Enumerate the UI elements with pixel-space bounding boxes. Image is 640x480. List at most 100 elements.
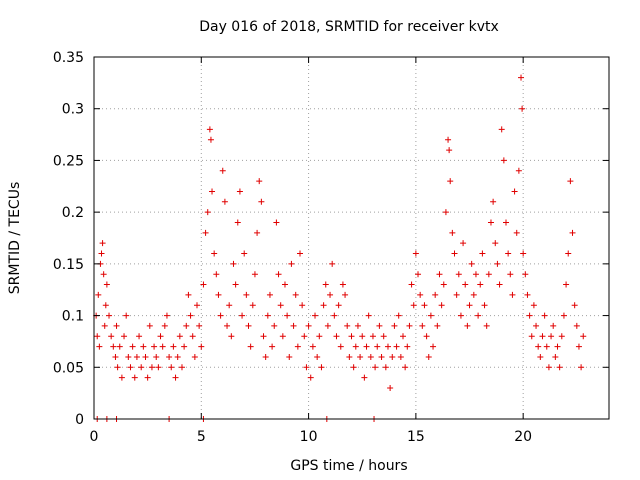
- data-point: [573, 322, 580, 329]
- data-point: [406, 322, 413, 329]
- data-point: [361, 374, 368, 381]
- data-point: [226, 302, 233, 309]
- data-point: [204, 209, 211, 216]
- y-tick-label: 0.25: [53, 153, 84, 169]
- data-point: [524, 291, 531, 298]
- data-point: [397, 353, 404, 360]
- data-point: [211, 250, 218, 257]
- data-point: [196, 322, 203, 329]
- data-point: [357, 353, 364, 360]
- data-point: [333, 333, 340, 340]
- data-point: [475, 312, 482, 319]
- data-point: [151, 343, 158, 350]
- data-point: [224, 322, 231, 329]
- data-point: [481, 302, 488, 309]
- grid-lines: [94, 57, 609, 419]
- data-point: [539, 333, 546, 340]
- data-point: [101, 322, 108, 329]
- data-point: [277, 302, 284, 309]
- data-point: [161, 322, 168, 329]
- data-point: [387, 384, 394, 391]
- y-tick-label: 0: [75, 412, 84, 428]
- data-point: [447, 178, 454, 185]
- x-tick-labels: 0 5 10 15 20: [90, 429, 533, 445]
- data-point: [505, 250, 512, 257]
- data-point: [541, 312, 548, 319]
- data-point: [260, 333, 267, 340]
- data-point: [425, 353, 432, 360]
- y-tick-label: 0.15: [53, 257, 84, 273]
- data-point: [393, 343, 400, 350]
- data-point: [303, 364, 310, 371]
- data-point: [174, 353, 181, 360]
- data-point: [183, 322, 190, 329]
- data-point: [451, 250, 458, 257]
- data-point: [550, 322, 557, 329]
- data-point: [322, 281, 329, 288]
- data-point: [114, 364, 121, 371]
- data-point: [314, 353, 321, 360]
- data-point: [331, 312, 338, 319]
- data-point: [189, 333, 196, 340]
- data-point: [281, 281, 288, 288]
- data-point: [477, 281, 484, 288]
- data-point: [520, 250, 527, 257]
- data-point: [438, 302, 445, 309]
- data-point: [200, 281, 207, 288]
- data-point: [560, 312, 567, 319]
- data-point: [142, 353, 149, 360]
- data-point: [335, 302, 342, 309]
- data-point: [430, 343, 437, 350]
- data-point: [103, 281, 110, 288]
- data-point: [415, 271, 422, 278]
- data-point: [146, 322, 153, 329]
- data-point: [367, 353, 374, 360]
- data-point: [350, 364, 357, 371]
- data-point: [121, 333, 128, 340]
- data-point: [228, 333, 235, 340]
- data-point: [528, 333, 535, 340]
- data-point: [123, 312, 130, 319]
- data-point: [301, 333, 308, 340]
- data-point: [530, 302, 537, 309]
- y-tick-labels: 0 0.05 0.1 0.15 0.2 0.25 0.3 0.35: [53, 50, 84, 428]
- y-tick-label: 0.05: [53, 360, 84, 376]
- data-point: [262, 353, 269, 360]
- data-point: [264, 312, 271, 319]
- data-point: [118, 374, 125, 381]
- data-point: [337, 343, 344, 350]
- data-point: [144, 374, 151, 381]
- data-point: [382, 364, 389, 371]
- data-point: [513, 229, 520, 236]
- x-tick-label: 15: [407, 429, 425, 445]
- data-point: [94, 333, 101, 340]
- data-point: [279, 333, 286, 340]
- data-point: [507, 271, 514, 278]
- data-point: [100, 271, 107, 278]
- y-tick-label: 0.35: [53, 50, 84, 66]
- data-points: [93, 74, 587, 422]
- data-point: [266, 291, 273, 298]
- data-point: [327, 291, 334, 298]
- data-point: [519, 105, 526, 112]
- data-point: [163, 312, 170, 319]
- data-point: [567, 178, 574, 185]
- data-point: [198, 343, 205, 350]
- x-tick-label: 0: [90, 429, 99, 445]
- data-point: [543, 343, 550, 350]
- data-point: [372, 364, 379, 371]
- y-axis-title: SRMTID / TECUs: [7, 182, 23, 295]
- data-point: [522, 271, 529, 278]
- data-point: [460, 240, 467, 247]
- data-point: [102, 302, 109, 309]
- data-point: [391, 322, 398, 329]
- data-point: [316, 333, 323, 340]
- data-point: [99, 240, 106, 247]
- data-point: [294, 343, 301, 350]
- data-point: [518, 74, 525, 81]
- data-point: [445, 136, 452, 143]
- data-point: [492, 240, 499, 247]
- data-point: [181, 343, 188, 350]
- data-point: [166, 353, 173, 360]
- data-point: [563, 281, 570, 288]
